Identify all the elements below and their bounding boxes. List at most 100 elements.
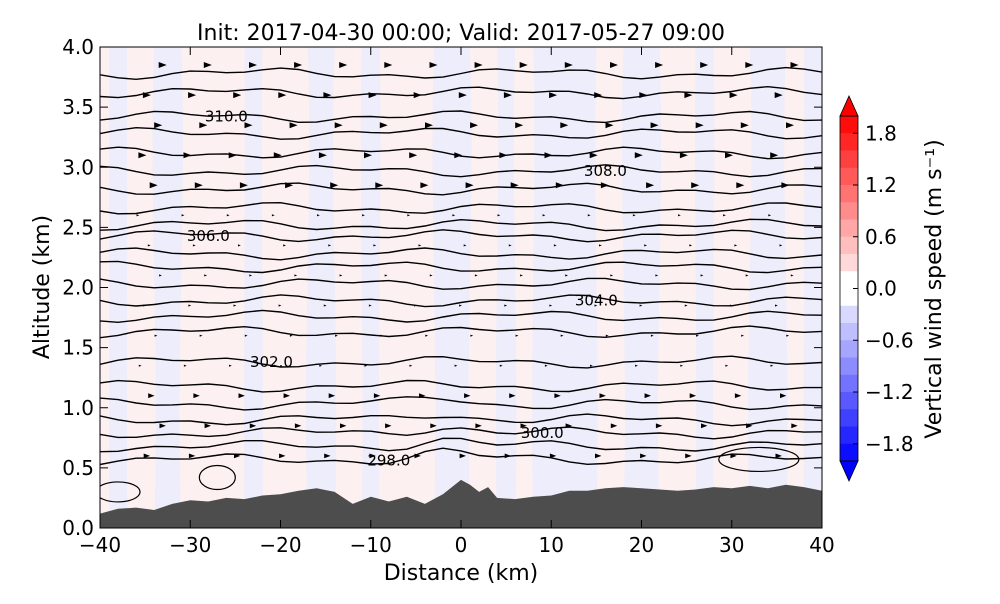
wind-arrow xyxy=(600,182,609,189)
wind-arrow xyxy=(136,214,140,217)
wind-arrow xyxy=(786,334,790,337)
wind-arrow xyxy=(317,214,320,217)
wind-arrow xyxy=(407,214,411,217)
colorbar-label: Vertical wind speed (m s⁻¹) xyxy=(922,139,947,438)
wind-arrow xyxy=(497,214,501,217)
wind-arrow xyxy=(745,274,749,277)
wind-arrow xyxy=(340,423,347,429)
y-tick-label: 3.0 xyxy=(62,155,94,179)
wind-arrow xyxy=(605,334,609,337)
wind-arrow xyxy=(379,122,388,129)
isentrope xyxy=(100,277,822,291)
wind-arrow xyxy=(188,453,196,459)
isentrope xyxy=(100,294,822,308)
wind-arrow xyxy=(770,364,774,367)
wind-arrow xyxy=(334,122,343,129)
wind-arrow xyxy=(368,304,372,307)
wind-arrow xyxy=(193,393,200,399)
wind-arrow xyxy=(634,152,643,159)
wind-arrow xyxy=(203,62,212,68)
wind-arrow xyxy=(294,423,302,429)
wind-arrow xyxy=(791,423,798,429)
contour-label: 300.0 xyxy=(521,424,564,442)
wind-arrow xyxy=(414,453,421,459)
wind-arrow xyxy=(781,182,790,189)
wind-arrow xyxy=(429,274,433,277)
y-tick-label: 0.5 xyxy=(62,456,94,480)
wind-arrow xyxy=(414,304,417,307)
wind-arrow xyxy=(465,182,474,189)
wind-arrow xyxy=(249,274,253,277)
wind-arrow xyxy=(454,152,463,159)
shading-band xyxy=(495,47,517,528)
wind-arrow xyxy=(226,214,230,217)
wind-arrow xyxy=(544,364,548,367)
wind-arrow xyxy=(723,214,726,217)
wind-arrow xyxy=(323,304,327,307)
x-axis-label: Distance (km) xyxy=(384,561,539,586)
chart-title: Init: 2017-04-30 00:00; Valid: 2017-05-2… xyxy=(197,21,725,46)
colorbar-segment xyxy=(840,392,858,410)
wind-arrow xyxy=(279,453,286,459)
wind-arrow xyxy=(159,423,166,429)
wind-arrow xyxy=(425,334,429,337)
wind-arrow xyxy=(639,92,648,99)
wind-arrow xyxy=(555,182,564,189)
wind-arrow xyxy=(273,152,282,159)
isentrope xyxy=(100,413,822,427)
contour-label: 306.0 xyxy=(187,227,230,245)
wind-arrow xyxy=(695,122,704,129)
wind-arrow xyxy=(138,152,147,159)
wind-arrow xyxy=(330,182,339,189)
y-tick-label: 0.0 xyxy=(62,516,94,540)
wind-arrow xyxy=(234,453,241,459)
x-tick-label: 10 xyxy=(539,533,564,557)
potential-temperature-contours xyxy=(100,66,822,503)
wind-arrow xyxy=(508,244,512,247)
wind-arrow xyxy=(425,122,433,129)
isentrope xyxy=(100,447,822,466)
isentrope xyxy=(100,437,822,453)
wind-arrow xyxy=(294,62,303,68)
wind-arrow xyxy=(233,304,237,307)
wind-arrow xyxy=(504,453,512,459)
colorbar-segment xyxy=(840,116,858,134)
isentrope xyxy=(100,355,822,369)
wind-arrow xyxy=(644,393,651,399)
x-tick-label: 20 xyxy=(629,533,654,557)
wind-arrow xyxy=(328,393,336,399)
wind-vectors xyxy=(136,62,799,459)
wind-arrow xyxy=(768,214,772,217)
wind-arrow xyxy=(459,453,466,459)
wind-arrow xyxy=(192,244,196,247)
wind-arrow xyxy=(650,334,654,337)
wind-arrow xyxy=(679,152,688,159)
wind-arrow xyxy=(413,92,422,99)
colorbar-segment xyxy=(840,340,858,359)
colorbar-tick-label: −1.8 xyxy=(865,432,914,456)
wind-arrow xyxy=(458,92,467,99)
contour-label: 298.0 xyxy=(367,452,410,470)
wind-arrow xyxy=(271,214,275,217)
wind-arrow xyxy=(289,334,293,337)
wind-arrow xyxy=(294,274,298,277)
y-tick-label: 3.5 xyxy=(62,95,94,119)
wind-arrow xyxy=(790,62,799,68)
wind-arrow xyxy=(419,393,426,399)
wind-arrow xyxy=(319,364,323,367)
wind-arrow xyxy=(239,182,248,189)
isentrope xyxy=(100,146,822,160)
wind-arrow xyxy=(510,182,519,189)
wind-arrow xyxy=(729,304,733,307)
wind-arrow xyxy=(587,214,591,217)
wind-arrow xyxy=(335,334,338,337)
wind-arrow xyxy=(158,62,167,68)
colorbar-tick-label: 1.2 xyxy=(865,173,897,197)
wind-arrow xyxy=(689,244,693,247)
wind-arrow xyxy=(138,364,142,367)
isentrope xyxy=(100,260,822,274)
isentrope xyxy=(100,426,822,440)
colorbar-extend-max xyxy=(839,95,859,117)
wind-arrow xyxy=(640,453,647,459)
wind-arrow xyxy=(560,334,564,337)
